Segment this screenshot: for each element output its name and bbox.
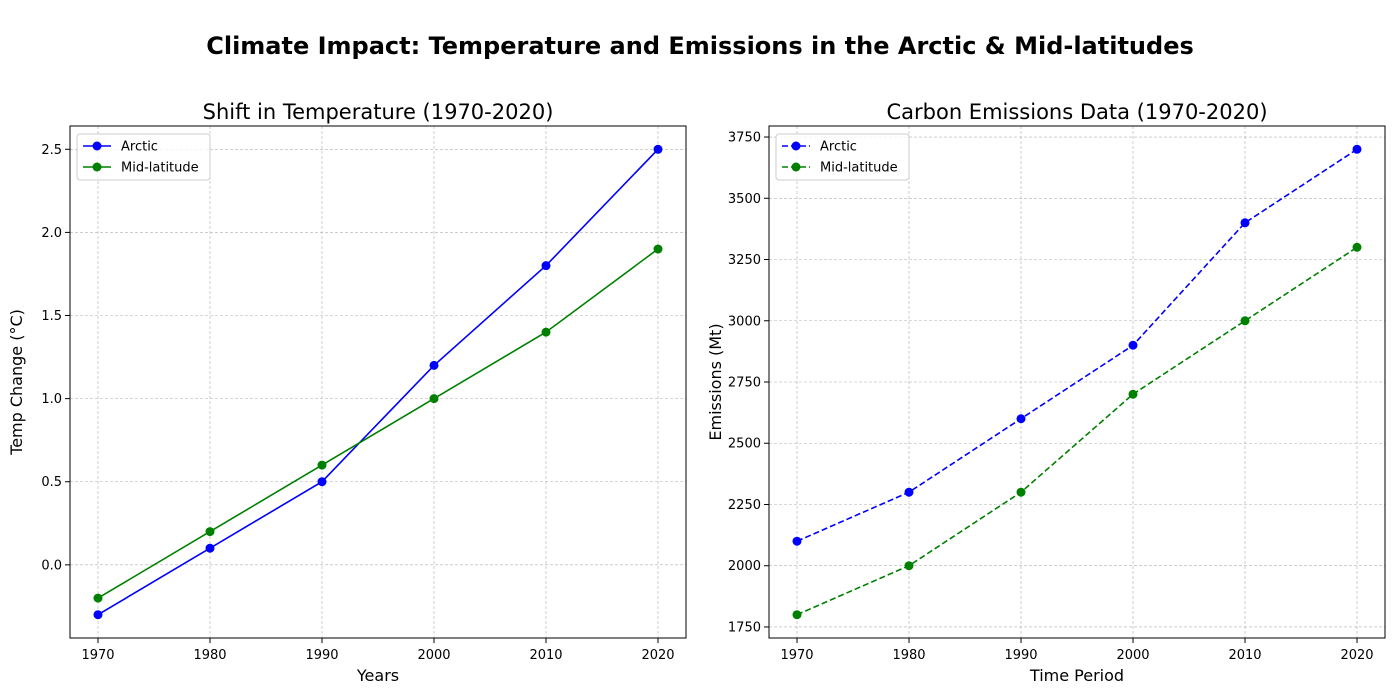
series-mid-latitude-point (1352, 242, 1362, 252)
series-mid-latitude-point (1240, 316, 1250, 326)
subplot-title: Carbon Emissions Data (1970-2020) (886, 100, 1267, 124)
y-tick-label: 1.5 (41, 309, 62, 324)
series-mid-latitude-point (429, 394, 439, 404)
figure-title: Climate Impact: Temperature and Emission… (206, 32, 1194, 60)
x-tick-label: 1970 (780, 648, 813, 663)
series-arctic-point (653, 144, 663, 154)
series-arctic-point (792, 536, 802, 546)
series-arctic-point (317, 477, 327, 487)
x-axis-label: Years (356, 666, 399, 685)
series-arctic-point (1240, 218, 1250, 228)
x-tick-label: 1980 (193, 648, 226, 663)
series-mid-latitude-point (205, 527, 215, 537)
x-tick-label: 2020 (1340, 648, 1373, 663)
series-arctic-point (541, 261, 551, 271)
y-tick-label: 2250 (728, 498, 761, 513)
legend: Arctic Mid-latitude (775, 133, 910, 181)
x-tick-label: 2000 (1116, 648, 1149, 663)
y-tick-label: 0.5 (41, 475, 62, 490)
series-arctic-point (93, 610, 103, 620)
y-tick-label: 2.5 (41, 143, 62, 158)
series-mid-latitude-point (904, 561, 914, 571)
series-mid-latitude-point (653, 244, 663, 254)
x-tick-label: 2000 (417, 648, 450, 663)
series-arctic-line (97, 148, 659, 616)
y-tick-label: 2750 (728, 376, 761, 391)
series-mid-latitude-point (1016, 487, 1026, 497)
plot-frame (69, 125, 687, 639)
series-arctic-point (205, 543, 215, 553)
series-mid-latitude-point (541, 327, 551, 337)
y-tick-label: 1.0 (41, 392, 62, 407)
legend-arctic-label: Arctic (820, 140, 857, 155)
y-tick-label: 1750 (728, 620, 761, 635)
legend-mid-latitude-swatch-marker (92, 162, 102, 172)
series-arctic-point (1128, 340, 1138, 350)
chart-panel-1: Shift in Temperature (1970-2020) 1970 1980… (7, 100, 687, 685)
legend-arctic-swatch-marker (92, 141, 102, 151)
y-tick-label: 2500 (728, 437, 761, 452)
x-tick-label: 2010 (1228, 648, 1261, 663)
y-tick-label: 2.0 (41, 226, 62, 241)
subplot-title: Shift in Temperature (1970-2020) (203, 100, 554, 124)
series-arctic-point (904, 487, 914, 497)
series-mid-latitude-point (93, 593, 103, 603)
series-mid-latitude-point (1128, 389, 1138, 399)
series-arctic-point (1016, 414, 1026, 424)
legend-mid-latitude-label: Mid-latitude (121, 161, 199, 176)
x-tick-label: 2020 (641, 648, 674, 663)
legend-mid-latitude-label: Mid-latitude (820, 161, 898, 176)
x-tick-label: 1980 (892, 648, 925, 663)
series-mid-latitude-point (792, 610, 802, 620)
x-tick-label: 1990 (1004, 648, 1037, 663)
legend-arctic-label: Arctic (121, 140, 158, 155)
series-arctic-line (796, 148, 1358, 542)
y-tick-label: 2000 (728, 559, 761, 574)
x-tick-label: 2010 (529, 648, 562, 663)
y-tick-label: 3250 (728, 253, 761, 268)
chart-panel-2: Carbon Emissions Data (1970-2020) 1970 198… (706, 100, 1386, 685)
legend-mid-latitude-swatch-marker (791, 162, 801, 172)
y-axis-label: Temp Change (°C) (7, 309, 26, 456)
series-arctic-point (1352, 144, 1362, 154)
legend-arctic-swatch-marker (791, 141, 801, 151)
x-axis-label: Time Period (1029, 666, 1124, 685)
x-tick-label: 1970 (81, 648, 114, 663)
series-mid-latitude-point (317, 460, 327, 470)
legend: Arctic Mid-latitude (76, 133, 211, 181)
x-tick-label: 1990 (305, 648, 338, 663)
y-axis-label: Emissions (Mt) (706, 323, 725, 440)
y-tick-label: 0.0 (41, 558, 62, 573)
series-mid-latitude-line (796, 246, 1358, 616)
y-tick-label: 3500 (728, 192, 761, 207)
y-tick-label: 3750 (728, 131, 761, 146)
series-mid-latitude-line (97, 248, 659, 599)
series-arctic-point (429, 360, 439, 370)
y-tick-label: 3000 (728, 314, 761, 329)
